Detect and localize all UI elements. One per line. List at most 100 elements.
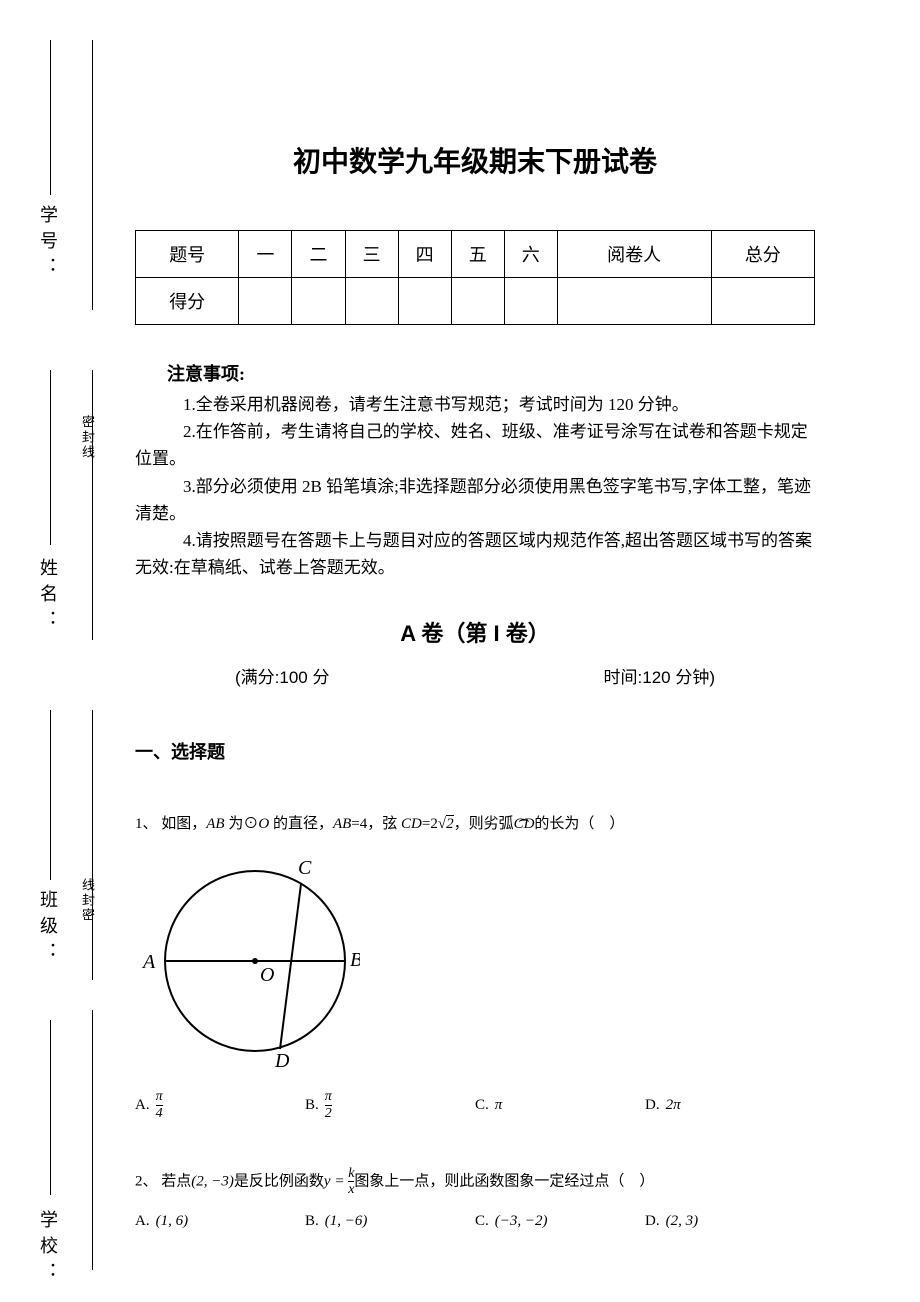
q-text: 1、 如图， <box>135 816 206 832</box>
label-name: 姓名： <box>35 558 61 636</box>
numerator: π <box>325 1089 332 1104</box>
opt-value: 2π <box>666 1097 681 1114</box>
opt-value: (2, 3) <box>666 1213 699 1230</box>
q-text: 的直径， <box>269 816 333 832</box>
score-cell[interactable] <box>292 278 345 325</box>
full-score: (满分:100 分 <box>235 663 329 688</box>
opt-value: (1, −6) <box>325 1213 368 1230</box>
main-content: 初中数学九年级期末下册试卷 题号 一 二 三 四 五 六 阅卷人 总分 得分 注… <box>135 140 815 1230</box>
divider-2 <box>92 370 93 640</box>
q1-options: A. π4 B. π2 C. π D. 2π <box>135 1089 815 1121</box>
label-d: D <box>274 1050 290 1069</box>
option-a: A. (1, 6) <box>135 1213 305 1230</box>
underline-class <box>50 710 51 880</box>
score-table: 题号 一 二 三 四 五 六 阅卷人 总分 得分 <box>135 230 815 325</box>
arc-cd: ⌢CD <box>514 809 535 839</box>
fraction: π2 <box>325 1089 332 1121</box>
label-c: C <box>298 857 312 879</box>
q-text: 是反比例函数 <box>234 1173 324 1189</box>
score-cell[interactable] <box>504 278 557 325</box>
label-student-id: 学号： <box>35 205 61 283</box>
seal-text-top: 密封线 <box>78 415 97 460</box>
option-b: B. π2 <box>305 1089 475 1121</box>
numerator: π <box>156 1089 163 1104</box>
header-cell: 六 <box>504 231 557 278</box>
score-cell[interactable] <box>398 278 451 325</box>
opt-label: C. <box>475 1097 489 1114</box>
row-label-cell: 得分 <box>136 278 239 325</box>
var-ab: AB <box>206 816 224 832</box>
label-class: 班级： <box>35 890 61 968</box>
q-text: =2 <box>422 816 438 832</box>
sqrt-value: 2 <box>446 815 454 832</box>
var-cd: CD <box>401 816 422 832</box>
notice-item: 1.全卷采用机器阅卷，请考生注意书写规范；考试时间为 120 分钟。 <box>135 391 815 418</box>
notice-item: 4.请按照题号在答题卡上与题目对应的答题区域内规范作答,超出答题区域书写的答案无… <box>135 527 815 581</box>
header-cell: 题号 <box>136 231 239 278</box>
seal-text-bottom: 线封密 <box>78 878 97 923</box>
section-title: 一、选择题 <box>135 738 815 764</box>
notice-title: 注意事项: <box>135 360 815 386</box>
score-cell[interactable] <box>711 278 814 325</box>
score-cell[interactable] <box>557 278 711 325</box>
q-text: 为⊙ <box>225 816 259 832</box>
underline-school <box>50 1020 51 1195</box>
point: (2, −3) <box>191 1173 234 1189</box>
opt-value: (−3, −2) <box>495 1213 548 1230</box>
q-text: ，则劣弧 <box>454 816 514 832</box>
opt-label: B. <box>305 1097 319 1114</box>
score-cell[interactable] <box>345 278 398 325</box>
header-cell: 四 <box>398 231 451 278</box>
option-b: B. (1, −6) <box>305 1213 475 1230</box>
q2-options: A. (1, 6) B. (1, −6) C. (−3, −2) D. (2, … <box>135 1213 815 1230</box>
time-limit: 时间:120 分钟) <box>604 663 715 688</box>
opt-value: π <box>495 1097 503 1114</box>
fraction: π4 <box>156 1089 163 1121</box>
score-cell[interactable] <box>451 278 504 325</box>
divider-4 <box>92 1010 93 1270</box>
sqrt: √2 <box>438 816 454 832</box>
page-title: 初中数学九年级期末下册试卷 <box>135 140 815 180</box>
underline-name <box>50 370 51 545</box>
notice-item: 2.在作答前，考生请将自己的学校、姓名、班级、准考证号涂写在试卷和答题卡规定位置… <box>135 418 815 472</box>
option-c: C. (−3, −2) <box>475 1213 645 1230</box>
opt-label: A. <box>135 1097 150 1114</box>
q-text: 图象上一点，则此函数图象一定经过点（ ） <box>354 1173 654 1189</box>
q-text: 2、 若点 <box>135 1173 191 1189</box>
header-cell: 总分 <box>711 231 814 278</box>
label-o: O <box>260 964 274 986</box>
option-c: C. π <box>475 1089 645 1121</box>
underline-student-id <box>50 40 51 195</box>
question-2: 2、 若点(2, −3)是反比例函数y = kx图象上一点，则此函数图象一定经过… <box>135 1166 815 1198</box>
denominator: 2 <box>325 1105 332 1121</box>
var-o: O <box>258 816 269 832</box>
header-cell: 阅卷人 <box>557 231 711 278</box>
opt-label: D. <box>645 1097 660 1114</box>
header-cell: 一 <box>239 231 292 278</box>
q-text: =4，弦 <box>351 816 401 832</box>
opt-label: B. <box>305 1213 319 1230</box>
circle-diagram: C D A B O <box>135 854 360 1069</box>
header-cell: 三 <box>345 231 398 278</box>
opt-label: D. <box>645 1213 660 1230</box>
opt-value: (1, 6) <box>156 1213 189 1230</box>
option-d: D. 2π <box>645 1089 815 1121</box>
option-d: D. (2, 3) <box>645 1213 815 1230</box>
var-ab2: AB <box>333 816 351 832</box>
header-cell: 二 <box>292 231 345 278</box>
score-cell[interactable] <box>239 278 292 325</box>
label-a: A <box>141 951 156 973</box>
divider-3 <box>92 710 93 980</box>
table-row: 题号 一 二 三 四 五 六 阅卷人 总分 <box>136 231 815 278</box>
denominator: 4 <box>156 1105 163 1121</box>
notice-item: 3.部分必须使用 2B 铅笔填涂;非选择题部分必须使用黑色签字笔书写,字体工整，… <box>135 473 815 527</box>
sidebar-binding: 密封线 线封密 学号： 姓名： 班级： 学校： <box>0 0 100 1302</box>
circle-figure: C D A B O <box>135 854 815 1074</box>
opt-label: C. <box>475 1213 489 1230</box>
option-a: A. π4 <box>135 1089 305 1121</box>
question-1: 1、 如图，AB 为⊙O 的直径，AB=4，弦 CD=2√2，则劣弧⌢CD的长为… <box>135 809 815 839</box>
label-b: B <box>350 949 360 971</box>
func-y: y = <box>324 1173 348 1189</box>
table-row: 得分 <box>136 278 815 325</box>
meta-row: (满分:100 分 时间:120 分钟) <box>135 663 815 688</box>
